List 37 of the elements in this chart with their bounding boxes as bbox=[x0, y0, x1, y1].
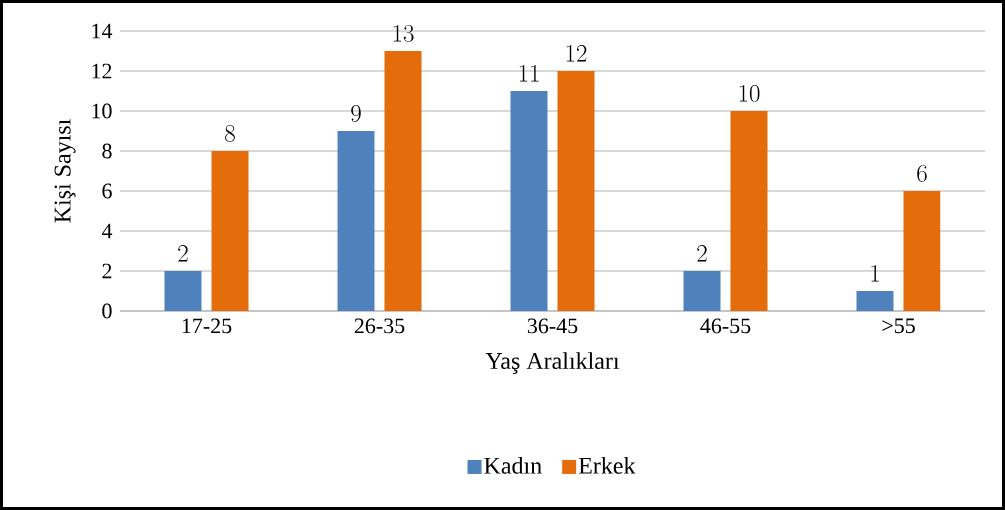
y-tick-label: 6 bbox=[102, 183, 112, 199]
bar bbox=[856, 290, 894, 311]
bar bbox=[384, 50, 422, 311]
legend-label: Erkek bbox=[578, 456, 636, 474]
y-tick-label: 12 bbox=[92, 63, 112, 79]
y-tick-label: 2 bbox=[102, 263, 112, 279]
data-label: 9 bbox=[351, 105, 361, 122]
y-tick-label: 10 bbox=[92, 103, 112, 119]
bar bbox=[337, 130, 375, 311]
y-axis-title: Kişi Sayısı bbox=[54, 119, 76, 223]
bar bbox=[164, 270, 202, 311]
y-tick-label: 14 bbox=[92, 23, 113, 39]
bar bbox=[903, 190, 941, 311]
x-tick-label: 46-55 bbox=[700, 318, 751, 334]
y-tick-label: 8 bbox=[102, 143, 112, 159]
x-tick-label: 26-35 bbox=[354, 318, 405, 334]
x-axis-title: Yaş Aralıkları bbox=[485, 352, 620, 374]
bar bbox=[510, 90, 548, 311]
y-tick-label: 4 bbox=[101, 223, 113, 239]
data-label: 2 bbox=[697, 245, 707, 262]
bar bbox=[211, 150, 249, 311]
data-label: 2 bbox=[178, 245, 188, 262]
data-label: 8 bbox=[225, 125, 235, 142]
data-label: 1 bbox=[871, 265, 879, 282]
bar bbox=[730, 110, 768, 311]
bar bbox=[557, 70, 595, 311]
legend-label: Kadın bbox=[484, 456, 542, 474]
x-tick-label: >55 bbox=[882, 318, 915, 334]
bar bbox=[683, 270, 721, 311]
data-label: 13 bbox=[393, 25, 414, 42]
data-label: 10 bbox=[739, 85, 760, 102]
data-label: 11 bbox=[519, 65, 539, 82]
x-tick-label: 17-25 bbox=[182, 318, 232, 334]
y-tick-label: 0 bbox=[102, 303, 112, 319]
x-tick-label: 36-45 bbox=[527, 318, 578, 334]
data-label: 6 bbox=[917, 165, 927, 182]
data-label: 12 bbox=[566, 45, 587, 62]
